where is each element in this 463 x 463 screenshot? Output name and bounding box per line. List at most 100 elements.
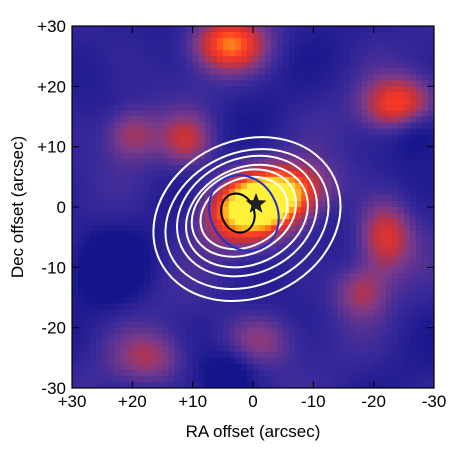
heatmap-cell [222, 267, 230, 274]
heatmap-cell [421, 237, 429, 244]
heatmap-cell [253, 309, 260, 317]
heatmap-cell [156, 32, 164, 39]
heatmap-cell [391, 345, 399, 353]
heatmap-cell [198, 98, 206, 106]
heatmap-cell [216, 363, 224, 371]
heatmap-cell [343, 219, 351, 226]
heatmap-cell [186, 375, 194, 383]
heatmap-cell [427, 225, 434, 232]
heatmap-cell [415, 237, 423, 244]
heatmap-cell [204, 279, 212, 287]
heatmap-cell [216, 62, 224, 69]
heatmap-cell [415, 225, 423, 232]
heatmap-cell [307, 285, 314, 293]
heatmap-cell [108, 50, 115, 57]
heatmap-cell [295, 267, 302, 274]
heatmap-cell [283, 92, 290, 99]
heatmap-cell [180, 122, 188, 130]
heatmap-cell [313, 297, 320, 305]
heatmap-cell [120, 38, 127, 45]
heatmap-cell [415, 243, 423, 250]
heatmap-cell [96, 213, 103, 220]
heatmap-cell [313, 158, 320, 166]
heatmap-cell [192, 315, 200, 323]
heatmap-cell [168, 86, 176, 93]
heatmap-cell [415, 339, 423, 347]
heatmap-cell [307, 261, 314, 268]
heatmap-cell [325, 110, 333, 118]
heatmap-cell [253, 381, 260, 388]
heatmap-cell [138, 182, 145, 190]
heatmap-cell [186, 315, 194, 323]
heatmap-cell [126, 182, 133, 190]
heatmap-cell [367, 116, 375, 124]
heatmap-cell [72, 50, 79, 57]
heatmap-cell [271, 327, 278, 335]
heatmap-cell [114, 134, 121, 142]
heatmap-cell [144, 219, 152, 226]
heatmap-cell [138, 140, 145, 148]
heatmap-cell [144, 369, 152, 377]
heatmap-cell [210, 146, 218, 154]
heatmap-cell [367, 219, 375, 226]
heatmap-cell [162, 116, 170, 124]
heatmap-cell [204, 369, 212, 377]
heatmap-cell [361, 285, 369, 293]
y-tick-label: -10 [41, 258, 66, 277]
heatmap-cell [186, 351, 194, 359]
heatmap-cell [295, 110, 302, 118]
heatmap-cell [246, 122, 254, 130]
heatmap-cell [180, 243, 188, 250]
heatmap-cell [385, 74, 393, 81]
heatmap-cell [132, 170, 139, 178]
heatmap-cell [204, 315, 212, 323]
heatmap-cell [307, 237, 314, 244]
heatmap-cell [319, 381, 326, 388]
heatmap-cell [277, 231, 284, 238]
heatmap-cell [307, 255, 314, 262]
heatmap-cell [228, 261, 236, 268]
heatmap-cell [240, 225, 248, 232]
heatmap-cell [96, 243, 103, 250]
heatmap-cell [234, 243, 242, 250]
heatmap-cell [78, 92, 85, 99]
heatmap-cell [355, 321, 363, 329]
heatmap-cell [421, 303, 429, 311]
heatmap-cell [246, 261, 254, 268]
heatmap-cell [228, 74, 236, 81]
heatmap-cell [331, 188, 339, 196]
heatmap-cell [379, 225, 387, 232]
heatmap-cell [72, 80, 79, 87]
heatmap-cell [367, 327, 375, 335]
heatmap-cell [283, 128, 290, 136]
heatmap-cell [126, 62, 133, 69]
heatmap-cell [96, 80, 103, 87]
heatmap-cell [144, 261, 152, 268]
heatmap-cell [168, 158, 176, 166]
heatmap-cell [367, 38, 375, 45]
heatmap-cell [150, 98, 158, 106]
heatmap-cell [192, 255, 200, 262]
heatmap-cell [295, 38, 302, 45]
heatmap-cell [409, 26, 417, 33]
heatmap-cell [246, 56, 254, 63]
heatmap-cell [168, 56, 176, 63]
heatmap-cell [72, 86, 79, 93]
heatmap-cell [132, 122, 139, 130]
heatmap-cell [72, 140, 79, 148]
heatmap-cell [295, 273, 302, 280]
heatmap-cell [228, 140, 236, 148]
heatmap-cell [355, 327, 363, 335]
heatmap-cell [301, 213, 308, 220]
heatmap-cell [216, 249, 224, 256]
heatmap-cell [228, 80, 236, 87]
heatmap-cell [174, 122, 182, 130]
heatmap-cell [180, 128, 188, 136]
heatmap-cell [180, 375, 188, 383]
heatmap-cell [192, 381, 200, 388]
heatmap-cell [397, 44, 405, 51]
heatmap-cell [168, 128, 176, 136]
heatmap-cell [313, 44, 320, 51]
heatmap-cell [253, 363, 260, 371]
heatmap-cell [156, 50, 164, 57]
